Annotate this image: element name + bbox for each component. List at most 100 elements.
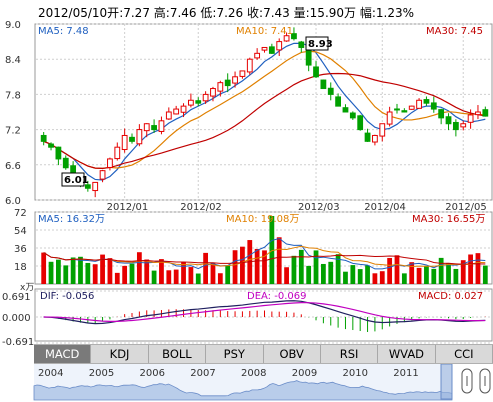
price-moving-averages (43, 42, 486, 181)
scroll-right-handle[interactable] (476, 364, 493, 398)
candle-body (114, 146, 121, 160)
volume-bar (276, 237, 282, 284)
candle-body (151, 125, 157, 131)
volume-bar (438, 257, 444, 284)
candle-body (121, 134, 128, 151)
volume-bar (453, 268, 459, 284)
low-value: 7.26 (216, 6, 244, 20)
volume-bar (394, 255, 400, 284)
price-panel-frame (34, 23, 493, 201)
price-x-tick: 2012/05 (445, 202, 487, 213)
tab-wvad[interactable]: WVAD (378, 345, 436, 363)
volume-bar (129, 263, 135, 284)
open-value: 7.27 (123, 6, 150, 20)
candlesticks (40, 27, 489, 198)
candle-body (268, 46, 275, 54)
candle-body (246, 58, 253, 73)
min-callout-box (61, 172, 85, 187)
tab-boll[interactable]: BOLL (149, 345, 207, 363)
volume-bar (320, 263, 326, 284)
volume-ma30-label: MA30: 16.55万 (412, 214, 485, 225)
candle-body (372, 134, 378, 143)
volume-bar (357, 269, 363, 284)
volume-bar (269, 216, 275, 284)
macd-lines (43, 300, 486, 325)
volume-bar (181, 262, 186, 284)
timeline-year: 2010 (343, 368, 368, 379)
candle-body (335, 96, 341, 107)
candle-body (210, 88, 216, 97)
close-value: 7.43 (263, 6, 290, 20)
candle-body (416, 99, 422, 109)
timeline-overview[interactable]: 2004 2005 2006 2007 2008 2009 2010 2011 (33, 363, 453, 401)
candle-body (364, 132, 371, 142)
ma5-line (43, 42, 486, 181)
volume-ma10-label: MA10: 19.08万 (226, 214, 299, 225)
ma10-line (43, 50, 486, 169)
volume-bar (328, 261, 334, 284)
candle-body (224, 79, 231, 87)
change-value: 1.23% (375, 6, 415, 20)
volume-bar (409, 262, 415, 284)
scroll-left-handle[interactable] (458, 364, 476, 398)
candle-body (55, 146, 62, 160)
volume-bar (85, 262, 91, 284)
timeline-year: 2004 (38, 368, 63, 379)
volume-bar (343, 271, 348, 284)
volume-bar (41, 252, 47, 284)
volume-y-tick: 54 (14, 226, 27, 237)
macd-y-ticks: 0.691 0.000 -0.691 (2, 292, 34, 348)
tab-cci[interactable]: CCI (436, 345, 493, 363)
volume-bar (482, 265, 488, 284)
volume-bar (203, 252, 209, 284)
open-label: 开 (107, 6, 120, 20)
close-label: 收 (247, 6, 260, 20)
tab-macd[interactable]: MACD (34, 345, 92, 363)
price-ma30-label: MA30: 7.45 (426, 26, 483, 37)
candle-body (40, 134, 47, 142)
candle-body (408, 105, 415, 110)
candle-body (239, 70, 246, 77)
candle-body (254, 52, 261, 59)
price-y-ticks: 9.0 8.4 7.8 7.2 6.6 6.0 (5, 20, 21, 207)
timeline-year: 2005 (89, 368, 114, 379)
candle-body (298, 41, 305, 48)
price-ma5-label: MA5: 7.48 (38, 26, 89, 37)
volume-label: 量 (293, 6, 306, 20)
volume-bar (284, 267, 289, 284)
volume-bar (365, 265, 370, 284)
max-callout: 8.93 (308, 39, 333, 50)
volume-bar (446, 263, 451, 284)
volume-bar (468, 254, 473, 284)
low-label: 低 (200, 6, 213, 20)
timeline-year: 2009 (292, 368, 317, 379)
candle-body (320, 79, 327, 90)
volume-ma5-label: MA5: 16.32万 (38, 214, 105, 225)
timeline-selection[interactable] (440, 363, 453, 400)
candle-body (386, 111, 393, 125)
candle-body (452, 121, 459, 131)
volume-bar (48, 261, 54, 284)
tab-obv[interactable]: OBV (264, 345, 321, 363)
candle-body (430, 102, 437, 110)
quote-summary: 2012/05/10开:7.27 高:7.46 低:7.26 收:7.43 量:… (38, 6, 415, 20)
price-y-tick: 7.2 (5, 126, 21, 137)
volume-bar (173, 269, 179, 284)
price-y-tick: 6.6 (5, 161, 21, 172)
candle-body (445, 116, 452, 125)
candle-body (129, 136, 135, 142)
scroll-right-icon (479, 368, 491, 394)
tab-psy[interactable]: PSY (206, 345, 264, 363)
tab-rsi[interactable]: RSI (321, 345, 379, 363)
candle-body (136, 129, 143, 145)
volume-ma10-line (43, 245, 486, 267)
tab-kdj[interactable]: KDJ (91, 345, 149, 363)
volume-bar (122, 265, 128, 284)
candle-body (173, 108, 180, 115)
volume-bar (291, 255, 297, 284)
volume-bar (78, 256, 83, 284)
volume-bar (166, 270, 172, 284)
volume-bar (144, 259, 150, 284)
volume-bar (313, 250, 319, 284)
volume-y-tick: 36 (14, 244, 27, 255)
